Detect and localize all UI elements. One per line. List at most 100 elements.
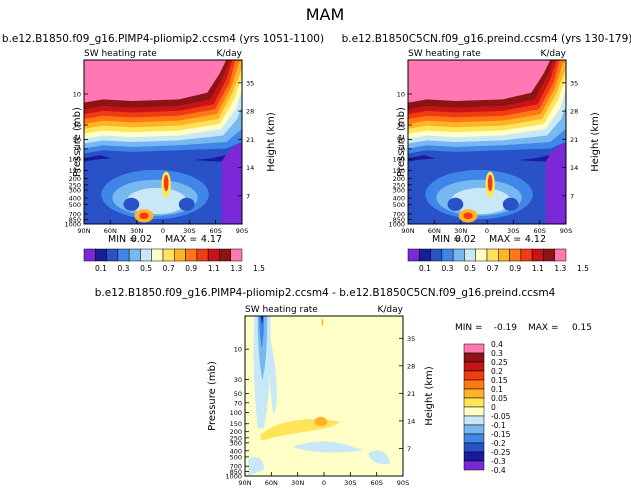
colorbar-label: 1.1: [532, 264, 544, 273]
y-tick-label: 500: [230, 453, 242, 461]
y-tick-label: 500: [69, 201, 81, 209]
colorbar-swatch: [95, 248, 107, 262]
x-tick-label: 30N: [454, 227, 467, 235]
colorbar-swatch: [407, 248, 420, 262]
y-tick-label: 30: [73, 122, 81, 130]
colorbar-swatch: [185, 248, 198, 262]
colorbar-label: 0.7: [487, 264, 499, 273]
panel-pliomip2-ylabel: Pressure (mb): [72, 107, 83, 177]
y-tick-label: 700: [230, 463, 242, 471]
contour-fill-gap: [178, 197, 195, 211]
colorbar-label: 0.9: [509, 264, 521, 273]
x-tick-label: 60S: [209, 227, 221, 235]
colorbar-diff-swatch: [463, 424, 485, 435]
panel-pliomip2-subtitle-right: K/day: [217, 49, 243, 59]
colorbar-swatch: [486, 248, 499, 262]
contour-fill-gap: [502, 197, 519, 211]
y2-tick-label: 35: [246, 79, 254, 87]
x-tick-label: 0: [485, 227, 489, 235]
colorbar-swatch: [452, 248, 465, 262]
y-tick-label: 10: [397, 90, 405, 98]
colorbar-main-left: 0.1 0.3 0.5 0.7 0.9 1.1 1.3 1.5: [83, 248, 265, 273]
diff-fill-neg-5: [292, 441, 364, 453]
colorbar-diff-swatch: [463, 442, 485, 453]
contour-fill-sfc-core: [463, 212, 473, 220]
colorbar-swatch: [196, 248, 209, 262]
diff-fill-pos-3: [321, 319, 324, 326]
y-tick-label: 1000: [388, 221, 405, 229]
y2-tick-label: 7: [246, 192, 250, 200]
y-tick-label: 850: [393, 216, 405, 224]
y-tick-label: 30: [234, 376, 242, 384]
x-tick-label: 90N: [77, 227, 90, 235]
contour-fill-tropo-4: [450, 187, 511, 215]
y2-tick-label: 14: [246, 164, 254, 172]
colorbar-diff-label: 0.3: [491, 349, 503, 358]
x-tick-label: 60N: [428, 227, 441, 235]
x-tick-label: 30N: [130, 227, 143, 235]
colorbar-label: 0.3: [442, 264, 454, 273]
colorbar-label: 0.5: [464, 264, 476, 273]
panel-diff-plot: [245, 316, 403, 476]
y2-tick-label: 21: [570, 136, 578, 144]
x-tick-label: 60N: [104, 227, 117, 235]
y-tick-label: 200: [393, 175, 405, 183]
x-tick-label: 60S: [370, 479, 382, 487]
y2-tick-label: 7: [570, 192, 574, 200]
y2-tick-label: 28: [246, 108, 254, 116]
y-tick-label: 300: [69, 187, 81, 195]
colorbar-label: 1.5: [577, 264, 589, 273]
contour-fill-min: [221, 142, 242, 224]
y-tick-label: 50: [234, 390, 242, 398]
y-tick-label: 850: [69, 216, 81, 224]
y-tick-label: 150: [393, 167, 405, 175]
y-tick-label: 30: [397, 122, 405, 130]
panel-preind-subtitle-left: SW heating rate: [408, 49, 481, 59]
panel-diff-ylabel-right: Height (km): [424, 366, 435, 426]
colorbar-swatch: [219, 248, 231, 262]
colorbar-main-right: 0.1 0.3 0.5 0.7 0.9 1.1 1.3 1.5: [407, 248, 589, 273]
contour-fill-tropo-4: [126, 187, 187, 215]
colorbar-swatch: [430, 248, 443, 262]
y-tick-label: 400: [393, 195, 405, 203]
panel-pliomip2-max-label: MAX =: [165, 234, 197, 245]
y2-tick-label: 28: [407, 362, 415, 370]
contour-fill-gap: [447, 197, 464, 211]
y-tick-label: 850: [230, 468, 242, 476]
x-tick-label: 90S: [397, 479, 409, 487]
y-tick-label: 50: [397, 136, 405, 144]
panel-pliomip2-ylabel-right: Height (km): [266, 112, 277, 172]
colorbar-diff-label: -0.25: [491, 448, 511, 457]
colorbar-swatch: [509, 248, 522, 262]
colorbar-label: 1.3: [554, 264, 566, 273]
y-tick-label: 300: [393, 187, 405, 195]
y-tick-label: 400: [69, 195, 81, 203]
diff-fill-pos-2: [314, 416, 328, 427]
panel-diff-ylabel: Pressure (mb): [207, 361, 218, 431]
colorbar-swatch: [419, 248, 431, 262]
colorbar-diff-swatch: [463, 451, 485, 462]
y-tick-label: 1000: [225, 473, 242, 481]
x-tick-label: 90S: [236, 227, 248, 235]
y-tick-label: 700: [69, 210, 81, 218]
y2-tick-label: 14: [407, 417, 415, 425]
colorbar-diff-swatch: [463, 415, 485, 426]
panel-diff-min-value: -0.19: [494, 323, 518, 333]
x-tick-label: 0: [161, 227, 165, 235]
colorbar-diff-label: -0.1: [491, 421, 506, 430]
panel-pliomip2-subtitle-left: SW heating rate: [84, 49, 157, 59]
x-tick-label: 90N: [238, 479, 251, 487]
panel-preind-max-label: MAX =: [489, 234, 521, 245]
colorbar-diff-label: 0.05: [491, 394, 508, 403]
y-tick-label: 10: [234, 346, 242, 354]
panel-preind-title: b.e12.B1850C5CN.f09_g16.preind.ccsm4 (yr…: [342, 33, 631, 45]
y-tick-label: 300: [230, 439, 242, 447]
colorbar-diff-swatch: [463, 343, 485, 354]
diff-fill-neg-4: [260, 316, 264, 326]
colorbar-diff-swatch: [463, 361, 485, 372]
colorbar-diff-swatch: [463, 406, 485, 417]
colorbar-label: 1.5: [253, 264, 265, 273]
x-tick-label: 60N: [265, 479, 278, 487]
colorbar-swatch: [117, 248, 130, 262]
colorbar-swatch: [207, 248, 220, 262]
